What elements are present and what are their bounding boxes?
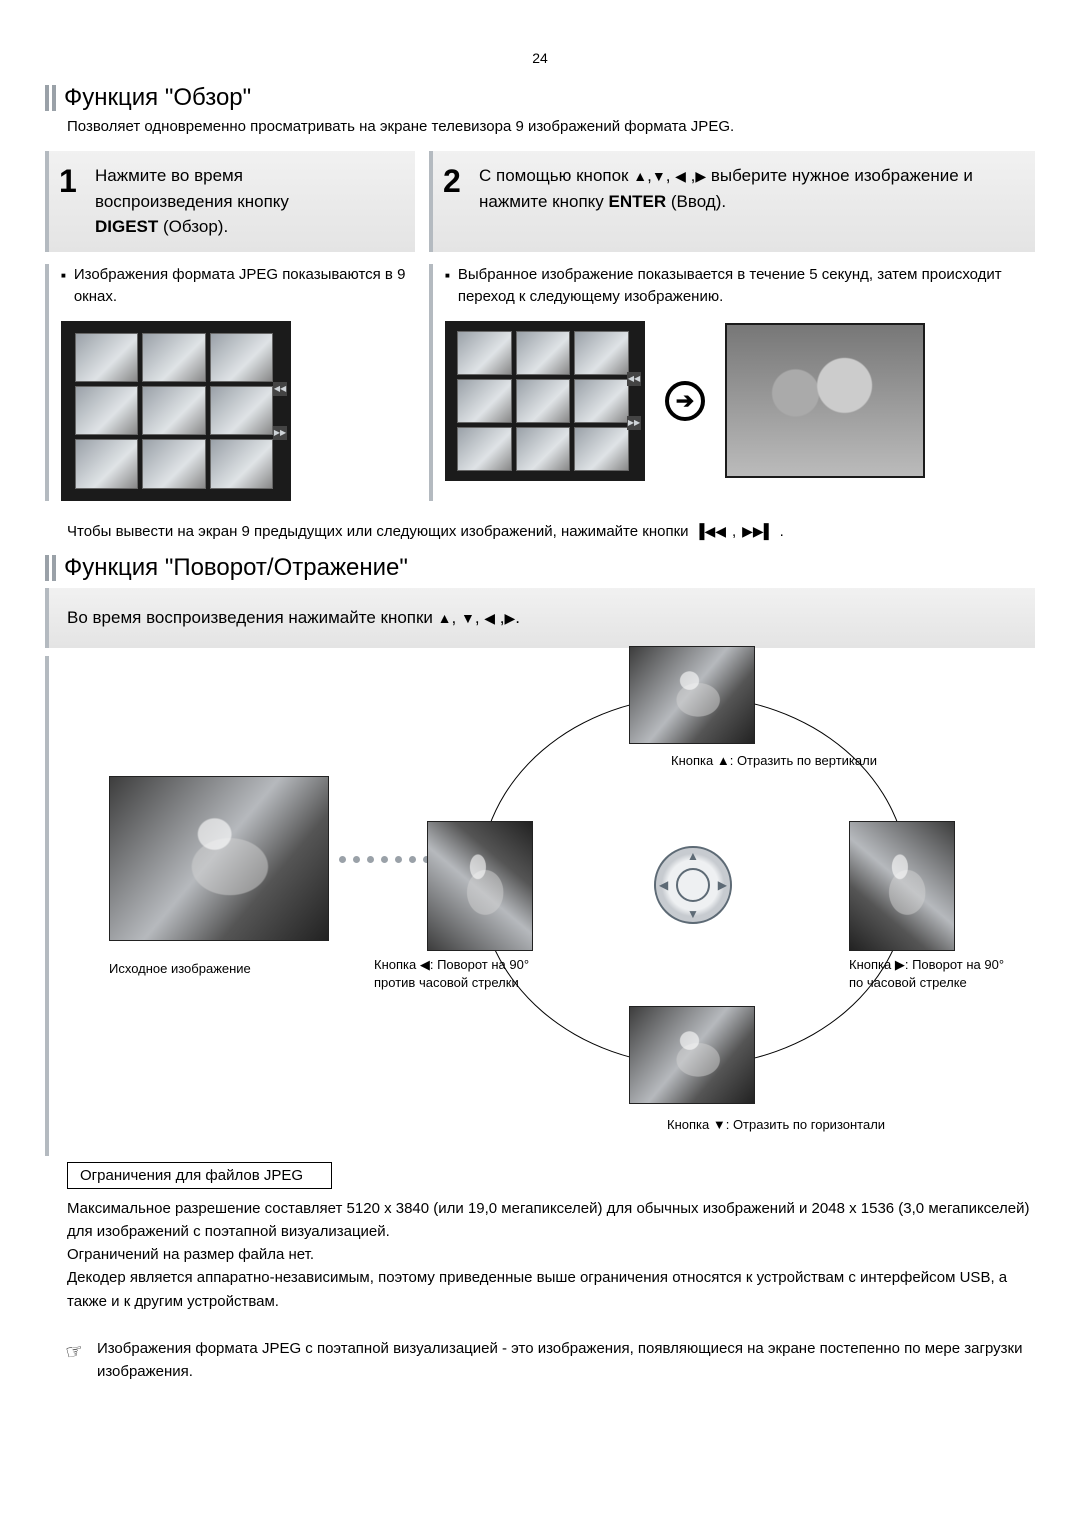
arrow-down-icon: ▼: [652, 168, 666, 184]
skip-back-icon: ▐◀◀: [695, 523, 726, 540]
arrow-up-icon: ▲: [717, 753, 730, 768]
original-image: [109, 776, 329, 941]
bullet-right: Выбранное изображение показывается в теч…: [445, 264, 1035, 309]
step2-text-c: (Ввод).: [666, 192, 726, 211]
step2-text-a: С помощью кнопок: [479, 166, 633, 185]
step1-tail: (Обзор).: [158, 217, 228, 236]
skip-forward-icon: ▶▶▌: [742, 523, 773, 540]
step1-line2: воспроизведения кнопку: [95, 189, 401, 215]
grid-preview-2: ◀◀▶▶: [445, 321, 645, 481]
step1-bold: DIGEST: [95, 217, 158, 236]
step2-number: 2: [443, 157, 461, 205]
section2-title-text: Функция "Поворот/Отражение": [64, 554, 408, 582]
rotate-cw-image: [849, 821, 955, 951]
flip-vertical-image: [629, 646, 755, 744]
bullet-left: Изображения формата JPEG показываются в …: [61, 264, 415, 309]
pointing-hand-icon: ☞: [63, 1336, 89, 1385]
limits-p3: Декодер является аппаратно-независимым, …: [67, 1266, 1035, 1313]
arrow-up-icon: ▲: [633, 168, 647, 184]
rotate-diagram: Исходное изображение ▲▼◀▶ Кнопка ▲: Отра…: [45, 656, 1035, 1156]
section2-title: Функция "Поворот/Отражение": [45, 554, 1035, 582]
original-image-label: Исходное изображение: [109, 961, 329, 976]
section1-title-text: Функция "Обзор": [64, 84, 251, 112]
arrow-right-icon: ▶: [895, 957, 905, 972]
limits-heading: Ограничения для файлов JPEG: [67, 1162, 332, 1189]
title-bars-icon: [45, 85, 56, 111]
step1-number: 1: [59, 157, 77, 205]
page-number: 24: [45, 50, 1035, 66]
result-image: [725, 323, 925, 478]
arrow-up-icon: ▲: [438, 610, 452, 626]
caption-left: Кнопка ◀: Поворот на 90° против часовой …: [374, 956, 594, 992]
step2-details: Выбранное изображение показывается в теч…: [429, 264, 1035, 501]
flip-horizontal-image: [629, 1006, 755, 1104]
arrow-right-icon: ▶: [505, 610, 516, 626]
grid-preview-1: ◀◀▶▶: [61, 321, 291, 501]
arrow-down-icon: ▼: [461, 610, 475, 626]
section1-footnote: Чтобы вывести на экран 9 предыдущих или …: [67, 523, 1035, 540]
step1-line1: Нажмите во время: [95, 163, 401, 189]
arrow-down-icon: ▼: [713, 1117, 726, 1132]
step1-details: Изображения формата JPEG показываются в …: [45, 264, 415, 501]
limits-body: Максимальное разрешение составляет 5120 …: [67, 1197, 1035, 1313]
step2-enter: ENTER: [609, 192, 667, 211]
caption-right: Кнопка ▶: Поворот на 90° по часовой стре…: [849, 956, 1049, 992]
caption-down: Кнопка ▼: Отразить по горизонтали: [667, 1116, 885, 1134]
arrow-left-icon: ◀: [484, 610, 495, 626]
title-bars-icon: [45, 555, 56, 581]
step1-line3: DIGEST (Обзор).: [95, 214, 401, 240]
footnote-text: Изображения формата JPEG с поэтапной виз…: [97, 1337, 1035, 1384]
dpad-icon: ▲▼◀▶: [654, 846, 732, 924]
arrow-right-icon: ▶: [695, 168, 706, 184]
footnote: ☞ Изображения формата JPEG с поэтапной в…: [67, 1337, 1035, 1384]
arrow-left-icon: ◀: [675, 168, 686, 184]
caption-up: Кнопка ▲: Отразить по вертикали: [671, 752, 877, 770]
section1-title: Функция "Обзор": [45, 84, 1035, 112]
arrow-left-icon: ◀: [420, 957, 430, 972]
transition-arrow-icon: ➔: [665, 381, 705, 421]
pager-icons: ◀◀▶▶: [273, 382, 287, 440]
step2-box: 2 С помощью кнопок ▲,▼, ◀ ,▶ выберите ну…: [429, 151, 1035, 252]
section2-instruction: Во время воспроизведения нажимайте кнопк…: [45, 588, 1035, 648]
limits-p1: Максимальное разрешение составляет 5120 …: [67, 1197, 1035, 1244]
section1-subtitle: Позволяет одновременно просматривать на …: [67, 118, 1035, 135]
step1-box: 1 Нажмите во время воспроизведения кнопк…: [45, 151, 415, 252]
limits-p2: Ограничений на размер файла нет.: [67, 1243, 1035, 1266]
rotate-ccw-image: [427, 821, 533, 951]
